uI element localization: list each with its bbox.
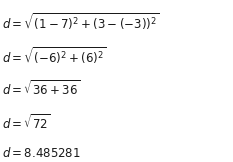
- Text: $d = \sqrt{(1-7)^2 + (3-(-3))^2}$: $d = \sqrt{(1-7)^2 + (3-(-3))^2}$: [2, 11, 160, 33]
- Text: $d = 8.485281$: $d = 8.485281$: [2, 146, 81, 160]
- Text: $d = \sqrt{(-6)^2 + (6)^2}$: $d = \sqrt{(-6)^2 + (6)^2}$: [2, 45, 107, 67]
- Text: $d = \sqrt{36+36}$: $d = \sqrt{36+36}$: [2, 79, 80, 98]
- Text: $d = \sqrt{72}$: $d = \sqrt{72}$: [2, 113, 51, 132]
